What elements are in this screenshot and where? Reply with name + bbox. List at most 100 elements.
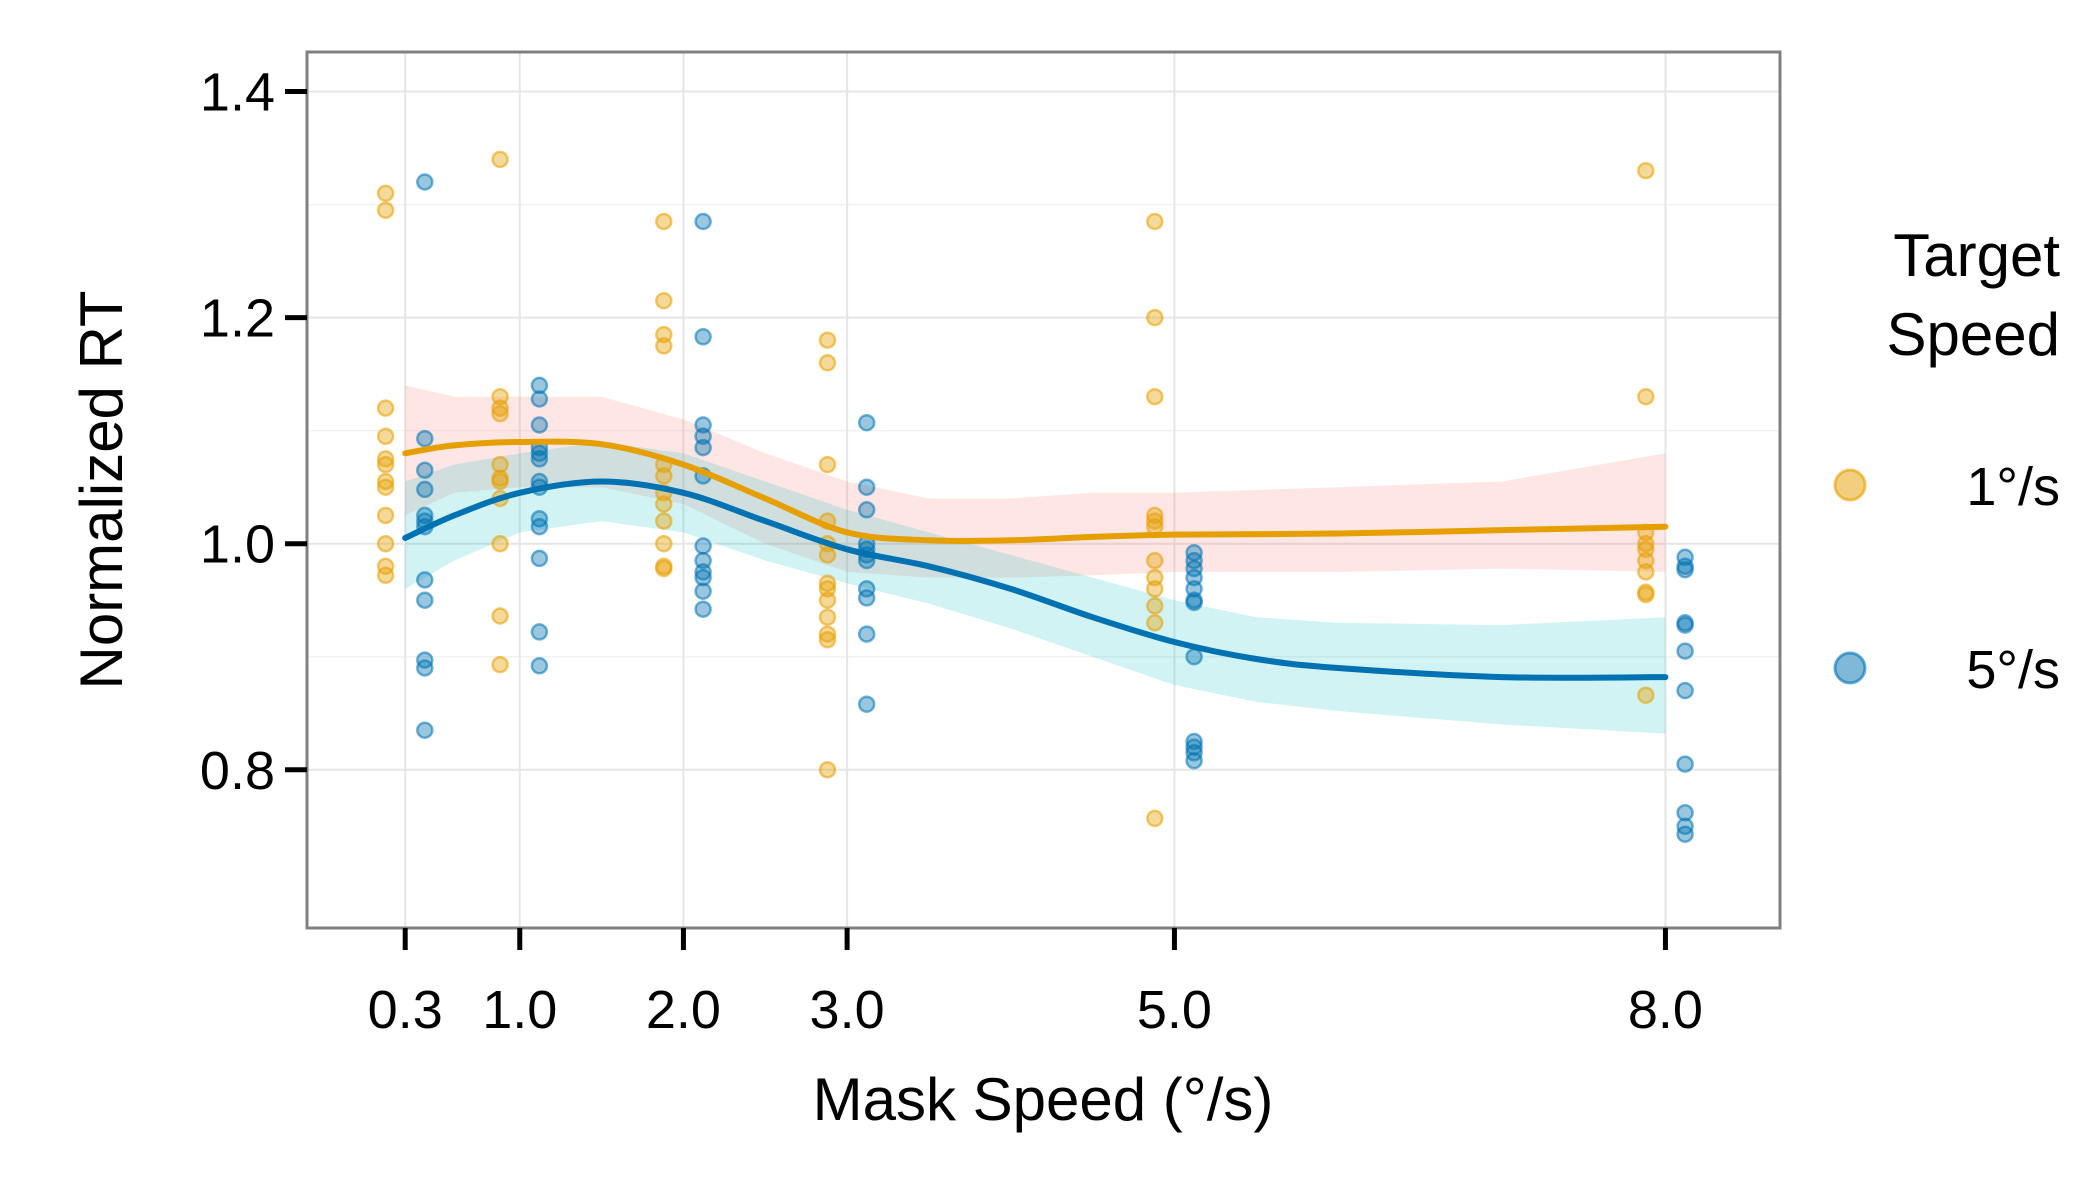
data-point-1deg — [1146, 308, 1164, 327]
data-point-5deg — [416, 571, 434, 589]
confidence-band-1deg — [405, 385, 1666, 578]
x-tick-label: 3.0 — [810, 980, 885, 1040]
plot-panel — [307, 52, 1780, 928]
x-tick-label: 2.0 — [646, 980, 721, 1040]
data-point-5deg — [416, 659, 434, 677]
legend-label-5deg: 5°/s — [1966, 640, 2060, 700]
data-point-1deg — [1637, 534, 1655, 553]
data-point-1deg — [1146, 580, 1164, 598]
x-tick-label: 8.0 — [1628, 980, 1703, 1040]
data-point-5deg — [694, 537, 712, 555]
data-point-5deg — [1185, 593, 1203, 612]
data-point-5deg — [1676, 825, 1694, 843]
data-point-1deg — [818, 354, 837, 372]
data-point-5deg — [1676, 755, 1694, 773]
data-point-1deg — [1146, 597, 1164, 615]
data-point-5deg — [416, 461, 434, 479]
legend-key-5deg — [1833, 651, 1867, 685]
y-axis: 0.8 1.0 1.2 1.4 — [200, 63, 307, 801]
data-point-1deg — [491, 150, 509, 169]
data-point-1deg — [376, 506, 395, 525]
data-point-1deg — [1637, 585, 1655, 604]
data-point-5deg — [1185, 647, 1203, 666]
data-point-1deg — [376, 455, 395, 474]
y-tick-label: 1.2 — [200, 289, 275, 349]
data-point-1deg — [376, 399, 395, 417]
data-point-1deg — [376, 478, 395, 496]
data-point-5deg — [694, 582, 712, 600]
data-point-1deg — [818, 625, 837, 643]
data-point-1deg — [655, 512, 673, 530]
data-point-5deg — [694, 328, 712, 346]
data-point-5deg — [1185, 751, 1203, 770]
data-point-1deg — [818, 455, 837, 474]
data-point-5deg — [416, 480, 434, 499]
data-point-1deg — [376, 472, 395, 491]
data-point-5deg — [530, 549, 549, 568]
confidence-band-5deg — [405, 442, 1666, 734]
data-point-5deg — [530, 390, 549, 408]
data-point-1deg — [1146, 212, 1164, 231]
data-point-5deg — [1676, 616, 1694, 634]
data-point-5deg — [694, 212, 712, 231]
data-point-5deg — [1676, 560, 1694, 579]
data-point-5deg — [530, 657, 549, 675]
data-point-1deg — [376, 184, 395, 203]
x-tick-label: 1.0 — [482, 980, 557, 1040]
y-axis-title: Normalized RT — [68, 291, 135, 690]
data-point-5deg — [694, 438, 712, 457]
data-point-5deg — [694, 600, 712, 618]
data-point-1deg — [491, 534, 509, 553]
data-point-1deg — [376, 534, 395, 553]
legend-label-1deg: 1°/s — [1966, 457, 2060, 517]
data-point-5deg — [857, 695, 876, 713]
legend: Target Speed 1°/s 5°/s — [1833, 222, 2060, 700]
x-tick-label: 0.3 — [368, 980, 443, 1040]
data-point-5deg — [857, 413, 876, 432]
smooth-lines — [402, 438, 1669, 681]
data-point-1deg — [1146, 387, 1164, 406]
data-point-5deg — [416, 429, 434, 448]
data-point-1deg — [818, 331, 837, 349]
data-point-1deg — [655, 337, 673, 355]
data-point-5deg — [416, 721, 434, 739]
data-point-1deg — [1637, 563, 1655, 581]
data-point-5deg — [857, 589, 876, 607]
x-axis: 0.3 1.0 2.0 3.0 5.0 8.0 — [368, 928, 1703, 1040]
data-point-5deg — [530, 444, 549, 463]
data-point-1deg — [1637, 161, 1655, 180]
data-point-1deg — [818, 574, 837, 593]
data-point-5deg — [1676, 803, 1694, 822]
data-point-1deg — [376, 427, 395, 446]
data-point-1deg — [1146, 551, 1164, 570]
confidence-bands — [405, 385, 1666, 734]
data-point-5deg — [694, 563, 712, 581]
data-point-5deg — [1676, 681, 1694, 700]
data-point-1deg — [376, 566, 395, 585]
data-point-1deg — [818, 591, 837, 609]
data-point-1deg — [491, 655, 509, 674]
data-point-1deg — [491, 404, 509, 423]
data-point-5deg — [530, 623, 549, 641]
data-point-1deg — [655, 534, 673, 553]
y-tick-label: 0.8 — [200, 741, 275, 801]
x-axis-title: Mask Speed (°/s) — [813, 1066, 1274, 1133]
data-point-1deg — [655, 291, 673, 310]
data-point-1deg — [1637, 686, 1655, 704]
data-point-5deg — [857, 501, 876, 519]
data-point-1deg — [491, 472, 509, 491]
data-point-1deg — [655, 467, 673, 485]
legend-key-1deg — [1833, 468, 1867, 502]
data-point-1deg — [655, 559, 673, 578]
x-tick-label: 5.0 — [1137, 980, 1212, 1040]
data-point-1deg — [491, 455, 509, 474]
data-point-1deg — [818, 631, 837, 649]
data-point-5deg — [857, 625, 876, 643]
data-point-1deg — [1637, 387, 1655, 406]
data-point-1deg — [1146, 809, 1164, 828]
data-point-5deg — [416, 173, 434, 191]
data-point-1deg — [1146, 614, 1164, 632]
data-point-5deg — [857, 478, 876, 496]
y-tick-label: 1.4 — [200, 63, 275, 123]
